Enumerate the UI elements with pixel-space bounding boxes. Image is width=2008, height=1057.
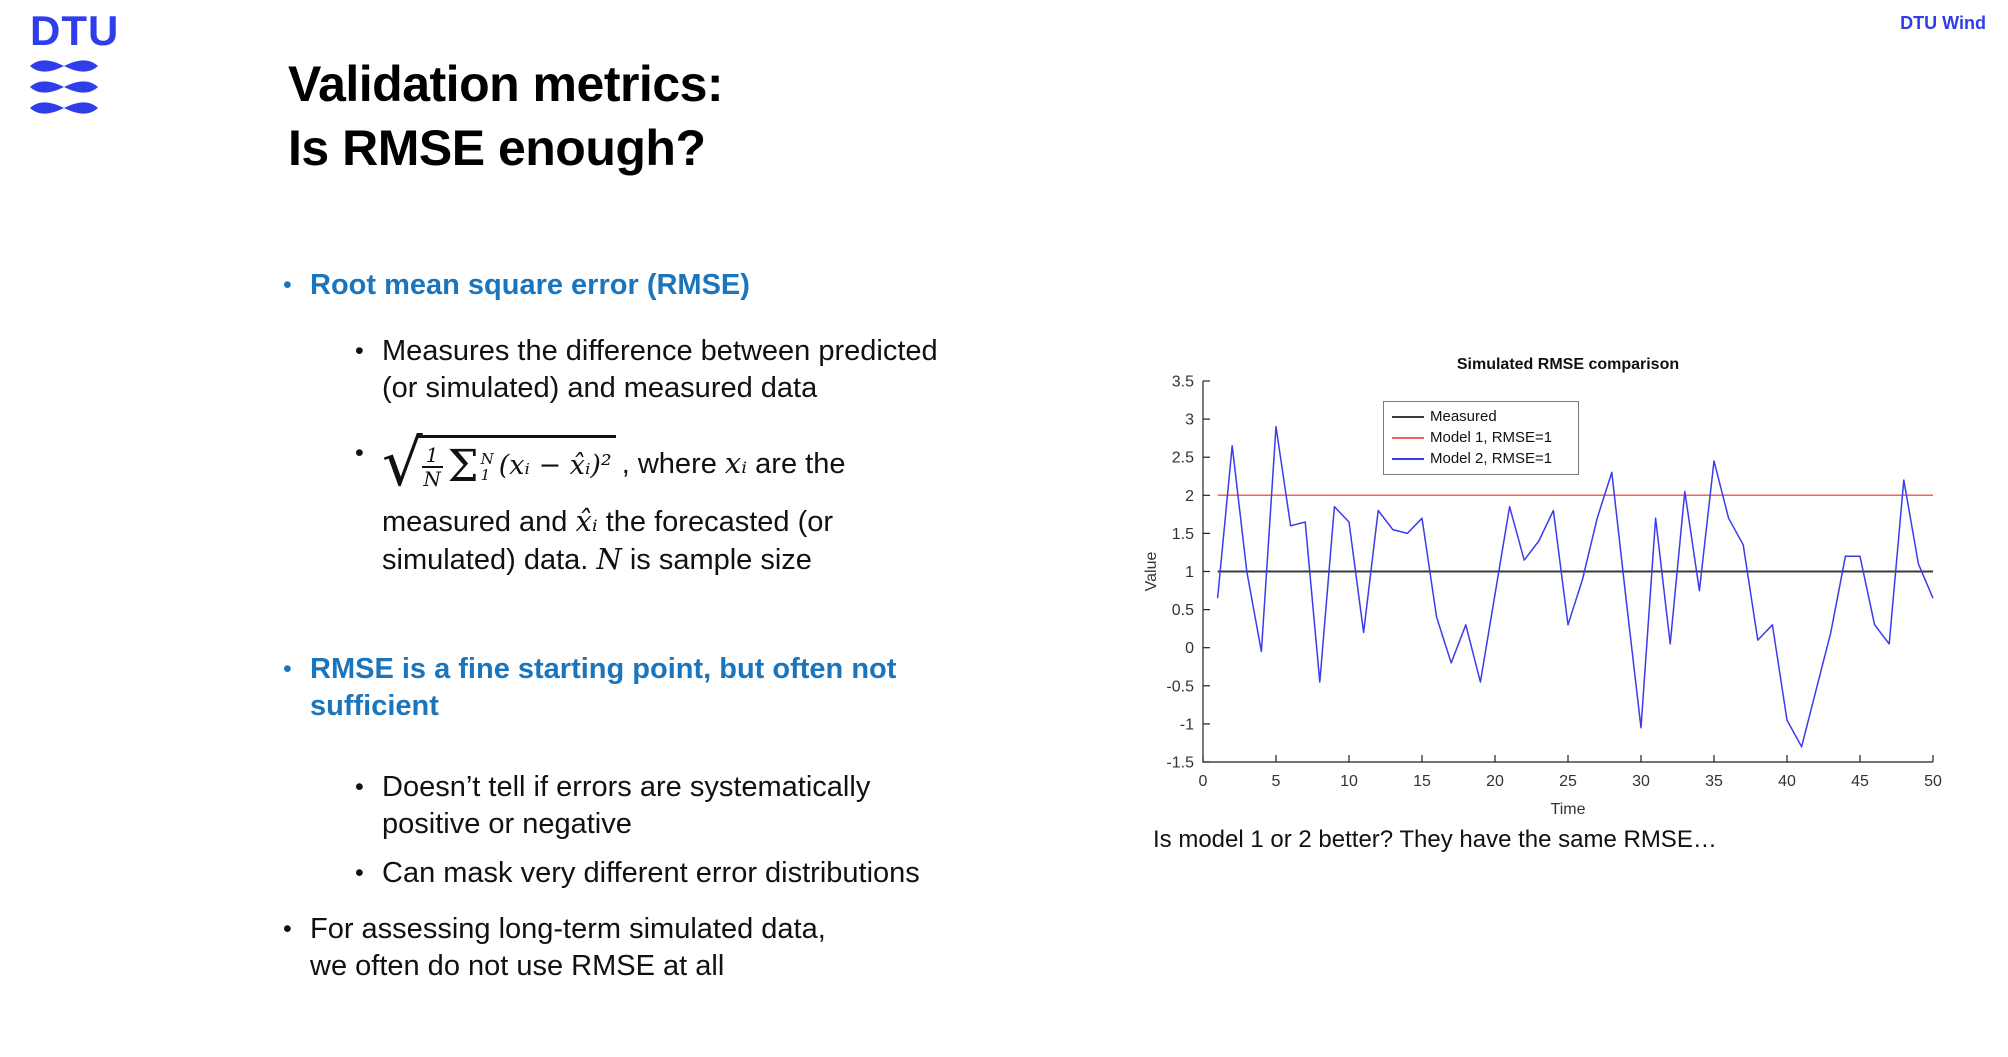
square-root: √ 1 N Σ N 1 (xᵢ − x̂ᵢ [382, 427, 616, 501]
bullet-item-long-term: • For assessing long-term simulated data… [283, 911, 983, 985]
dtu-logo-text: DTU [30, 7, 120, 54]
legend-label: Model 1, RMSE=1 [1430, 429, 1553, 446]
bullet-text: Doesn’t tell if errors are systematicall… [382, 771, 871, 840]
y-axis-label: Value [1143, 552, 1160, 592]
chart-legend: Measured Model 1, RMSE=1 Model 2, RMSE=1 [1383, 401, 1579, 475]
chart-canvas: Simulated RMSE comparison -1.5 -1 -0.5 0 0.5 1… [1143, 356, 1942, 818]
x-tick-label: 15 [1413, 773, 1431, 790]
bullet-marker: • [283, 915, 292, 943]
summation: Σ N 1 [447, 441, 494, 492]
org-label: DTU Wind [1900, 13, 1986, 33]
y-tick-label: 0 [1185, 640, 1194, 657]
y-tick-label: 2 [1185, 488, 1194, 505]
x-tick-label: 0 [1199, 773, 1208, 790]
bullet-marker: • [355, 337, 364, 365]
bullet-list: • Root mean square error (RMSE) • Measur… [283, 253, 983, 985]
bullet-item-systematic-errors: • Doesn’t tell if errors are systematica… [355, 769, 983, 843]
x-tick-label: 20 [1486, 773, 1504, 790]
bullet-item-error-distributions: • Can mask very different error distribu… [355, 855, 983, 892]
bullet-marker: • [355, 859, 364, 887]
bullet-item-rmse: • Root mean square error (RMSE) [283, 267, 983, 304]
x-tick-label: 30 [1632, 773, 1650, 790]
bullet-item-starting-point: • RMSE is a fine starting point, but oft… [283, 651, 983, 725]
y-tick-label: 2.5 [1172, 450, 1194, 467]
radical-sign: √ [382, 427, 423, 501]
fraction: 1 N [421, 443, 443, 491]
y-tick-label: 3 [1185, 412, 1194, 429]
legend-label: Measured [1430, 408, 1497, 425]
series-line-2 [1216, 425, 1934, 748]
legend-line-sample [1392, 415, 1424, 418]
x-axis-label: Time [1551, 801, 1586, 818]
x-tick-label: 25 [1559, 773, 1577, 790]
bullet-text: Root mean square error (RMSE) [310, 269, 750, 301]
legend-entry: Model 1, RMSE=1 [1392, 427, 1570, 448]
title-line-1: Validation metrics: [288, 56, 724, 112]
bullet-marker: • [283, 271, 292, 299]
x-tick-label: 35 [1705, 773, 1723, 790]
y-tick-label: -1 [1180, 716, 1194, 733]
bullet-text: RMSE is a fine starting point, but often… [310, 653, 897, 722]
bullet-text: For assessing long-term simulated data, … [310, 913, 826, 982]
legend-entry: Measured [1392, 406, 1570, 427]
rmse-formula: √ 1 N Σ N 1 (xᵢ − x̂ᵢ [382, 427, 846, 576]
y-tick-label: 3.5 [1172, 374, 1194, 391]
bullet-marker: • [283, 655, 292, 683]
y-tick-label: -0.5 [1166, 678, 1194, 695]
rmse-chart: Simulated RMSE comparison -1.5 -1 -0.5 0 0.5 1… [1140, 352, 1970, 832]
bullet-text: Measures the difference between predicte… [382, 335, 938, 404]
bullet-marker: • [355, 773, 364, 801]
bullet-text: Can mask very different error distributi… [382, 857, 920, 889]
bullet-item-formula: • √ 1 N Σ N 1 [355, 427, 983, 579]
legend-entry: Model 2, RMSE=1 [1392, 448, 1570, 469]
x-tick-label: 40 [1778, 773, 1796, 790]
x-tick-label: 5 [1272, 773, 1281, 790]
legend-line-sample [1392, 436, 1424, 439]
page-title: Validation metrics: Is RMSE enough? [288, 52, 724, 180]
chart-caption: Is model 1 or 2 better? They have the sa… [1153, 826, 1717, 853]
squared-error-term: (xᵢ − x̂ᵢ)² [498, 449, 612, 481]
dtu-waves-icon [30, 60, 98, 114]
bullet-item-measures: • Measures the difference between predic… [355, 333, 983, 407]
dtu-logo: DTU [30, 8, 119, 120]
y-tick-label: 1.5 [1172, 526, 1194, 543]
bullet-marker: • [355, 439, 364, 467]
x-tick-label: 10 [1340, 773, 1358, 790]
legend-line-sample [1392, 457, 1424, 460]
y-tick-label: -1.5 [1166, 755, 1194, 772]
chart-title: Simulated RMSE comparison [1457, 356, 1679, 373]
x-tick-label: 45 [1851, 773, 1869, 790]
x-tick-label: 50 [1924, 773, 1942, 790]
legend-label: Model 2, RMSE=1 [1430, 450, 1553, 467]
radicand: 1 N Σ N 1 (xᵢ − x̂ᵢ)² [415, 435, 616, 492]
y-tick-label: 1 [1185, 564, 1194, 581]
title-line-2: Is RMSE enough? [288, 120, 706, 176]
y-tick-label: 0.5 [1172, 602, 1194, 619]
